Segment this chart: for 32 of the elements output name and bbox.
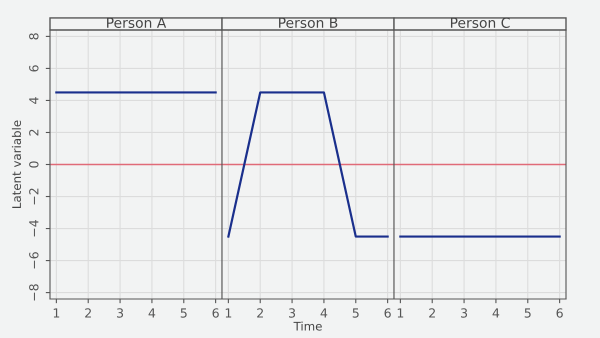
chart-title: Person A xyxy=(107,18,166,28)
y-tick-label: 0 xyxy=(29,161,39,168)
x-tick-label: 2 xyxy=(257,308,263,318)
y-tick-label: 8 xyxy=(29,33,39,40)
x-tick-label: 4 xyxy=(492,308,500,318)
y-tick-label: 4 xyxy=(29,97,38,104)
x-tick-label: 3 xyxy=(461,308,468,318)
x-tick-label: 1 xyxy=(226,308,232,318)
x-tick-label: 5 xyxy=(524,308,531,318)
x-tick-label: 1 xyxy=(54,308,60,318)
x-tick-label: 2 xyxy=(429,308,435,318)
x-tick-label: 3 xyxy=(117,308,124,318)
x-tick-label: 6 xyxy=(212,308,219,318)
y-tick-label: −2 xyxy=(29,188,38,204)
x-tick-label: 4 xyxy=(320,308,328,318)
y-tick-label: −8 xyxy=(29,284,39,300)
x-axis-title: Time xyxy=(294,322,322,331)
y-tick-label: −4 xyxy=(29,220,38,236)
x-tick-label: 6 xyxy=(556,308,563,318)
x-tick-label: 2 xyxy=(85,308,91,318)
x-tick-label: 4 xyxy=(148,308,156,318)
chart-title: Person B xyxy=(279,18,338,28)
y-tick-label: 2 xyxy=(29,130,38,136)
x-tick-label: 1 xyxy=(398,308,404,318)
y-tick-label: −6 xyxy=(29,252,39,268)
x-tick-label: 5 xyxy=(180,308,187,318)
x-tick-label: 3 xyxy=(289,308,296,318)
y-axis-title: Latent variable xyxy=(12,120,22,208)
chart-title: Person C xyxy=(450,17,510,28)
x-tick-label: 5 xyxy=(352,308,359,318)
y-tick-label: 6 xyxy=(29,65,39,72)
x-tick-label: 6 xyxy=(384,308,391,318)
